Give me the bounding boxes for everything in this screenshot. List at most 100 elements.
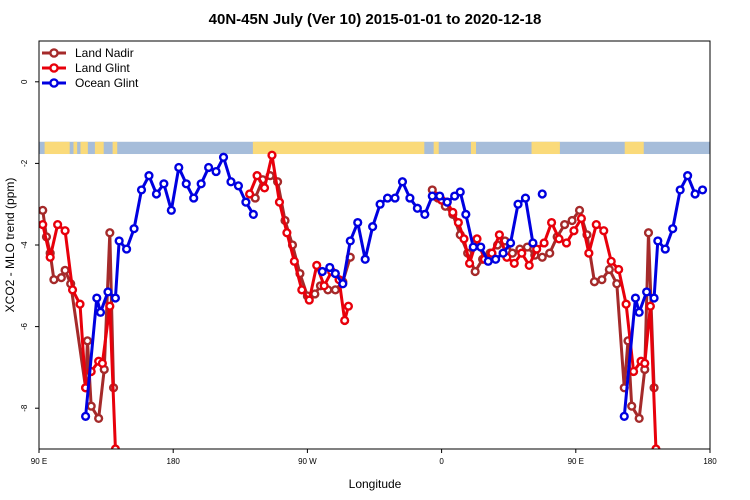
data-point [621,299,631,309]
legend-label: Ocean Glint [75,76,139,90]
data-point [642,287,652,297]
land-cell [418,141,425,155]
y-tick-label: -4 [20,241,29,249]
land-cell [261,141,267,155]
land-cell [334,141,340,155]
data-point [634,413,644,424]
land-cell [414,141,420,155]
x-tick-label: 0 [439,457,444,466]
data-point [174,162,184,173]
data-point [343,301,354,311]
data-point [539,238,549,248]
data-point [545,248,555,258]
land-cell [381,141,387,155]
land-cell [284,141,290,155]
data-point [494,230,504,240]
data-point [92,293,102,303]
data-point [472,234,482,244]
data-point [159,179,169,189]
data-point [640,358,650,368]
data-point [634,307,644,317]
data-point [60,226,70,236]
land-cell [390,141,396,155]
data-point [196,179,206,189]
data-point [94,413,104,424]
data-point [166,205,176,215]
land-cell [540,141,546,155]
land-sea-strip [39,141,710,155]
data-point [483,256,493,266]
data-point [498,248,508,258]
land-cell [470,141,477,155]
data-point [491,254,501,264]
land-cell [395,141,401,155]
land-cell [279,141,285,155]
land-cell [638,141,644,155]
data-point [75,299,85,309]
data-point [560,220,570,230]
data-point [614,264,624,275]
legend-label: Land Nadir [75,46,134,60]
land-cell [433,141,439,155]
data-point [683,171,693,181]
data-point [645,301,655,311]
data-point [453,217,463,228]
land-cell [326,141,331,155]
data-point [53,220,63,230]
land-cell [94,141,100,155]
land-cell [257,141,263,155]
land-cell [289,141,295,155]
land-cell [362,141,368,155]
x-axis: 90 E 180 90 W 0 90 E 180 [31,449,717,466]
data-point [345,236,355,246]
data-point [60,265,70,275]
legend-label: Land Glint [75,61,130,75]
land-cell [58,141,63,155]
land-cell [531,141,537,155]
land-cell [44,141,49,155]
land-cell [629,141,635,155]
data-point [649,293,659,303]
data-point [643,228,654,238]
data-point [455,187,465,197]
data-point [660,244,670,254]
data-point [49,275,59,285]
data-point [619,411,629,421]
data-point [554,234,564,244]
data-point [110,293,121,303]
data-point [97,358,107,368]
land-cell [372,141,378,155]
legend-marker [49,63,59,73]
data-point [129,224,139,234]
land-cell [358,141,364,155]
data-point [675,185,685,195]
land-cell [339,141,345,155]
data-point [520,193,531,203]
data-point [267,150,277,160]
data-point [80,411,91,421]
data-point [304,295,314,305]
data-point [330,285,340,295]
data-point [151,189,162,199]
data-point [589,277,600,287]
data-point [226,177,236,187]
land-cell [99,141,104,155]
y-tick-label: -2 [20,159,29,167]
data-point [628,366,639,377]
data-point [289,256,299,266]
land-cell [536,141,542,155]
legend-marker [49,48,59,58]
land-cell [84,141,88,155]
data-point [319,281,329,291]
data-point [233,181,244,191]
data-point [45,252,55,262]
data-point [338,279,348,289]
legend-marker [49,78,59,88]
x-tick-label: 90 W [298,457,317,466]
data-point [181,179,191,189]
y-tick-label: -6 [20,322,29,330]
data-point [144,171,154,181]
data-point [591,220,601,230]
data-point [464,258,475,268]
